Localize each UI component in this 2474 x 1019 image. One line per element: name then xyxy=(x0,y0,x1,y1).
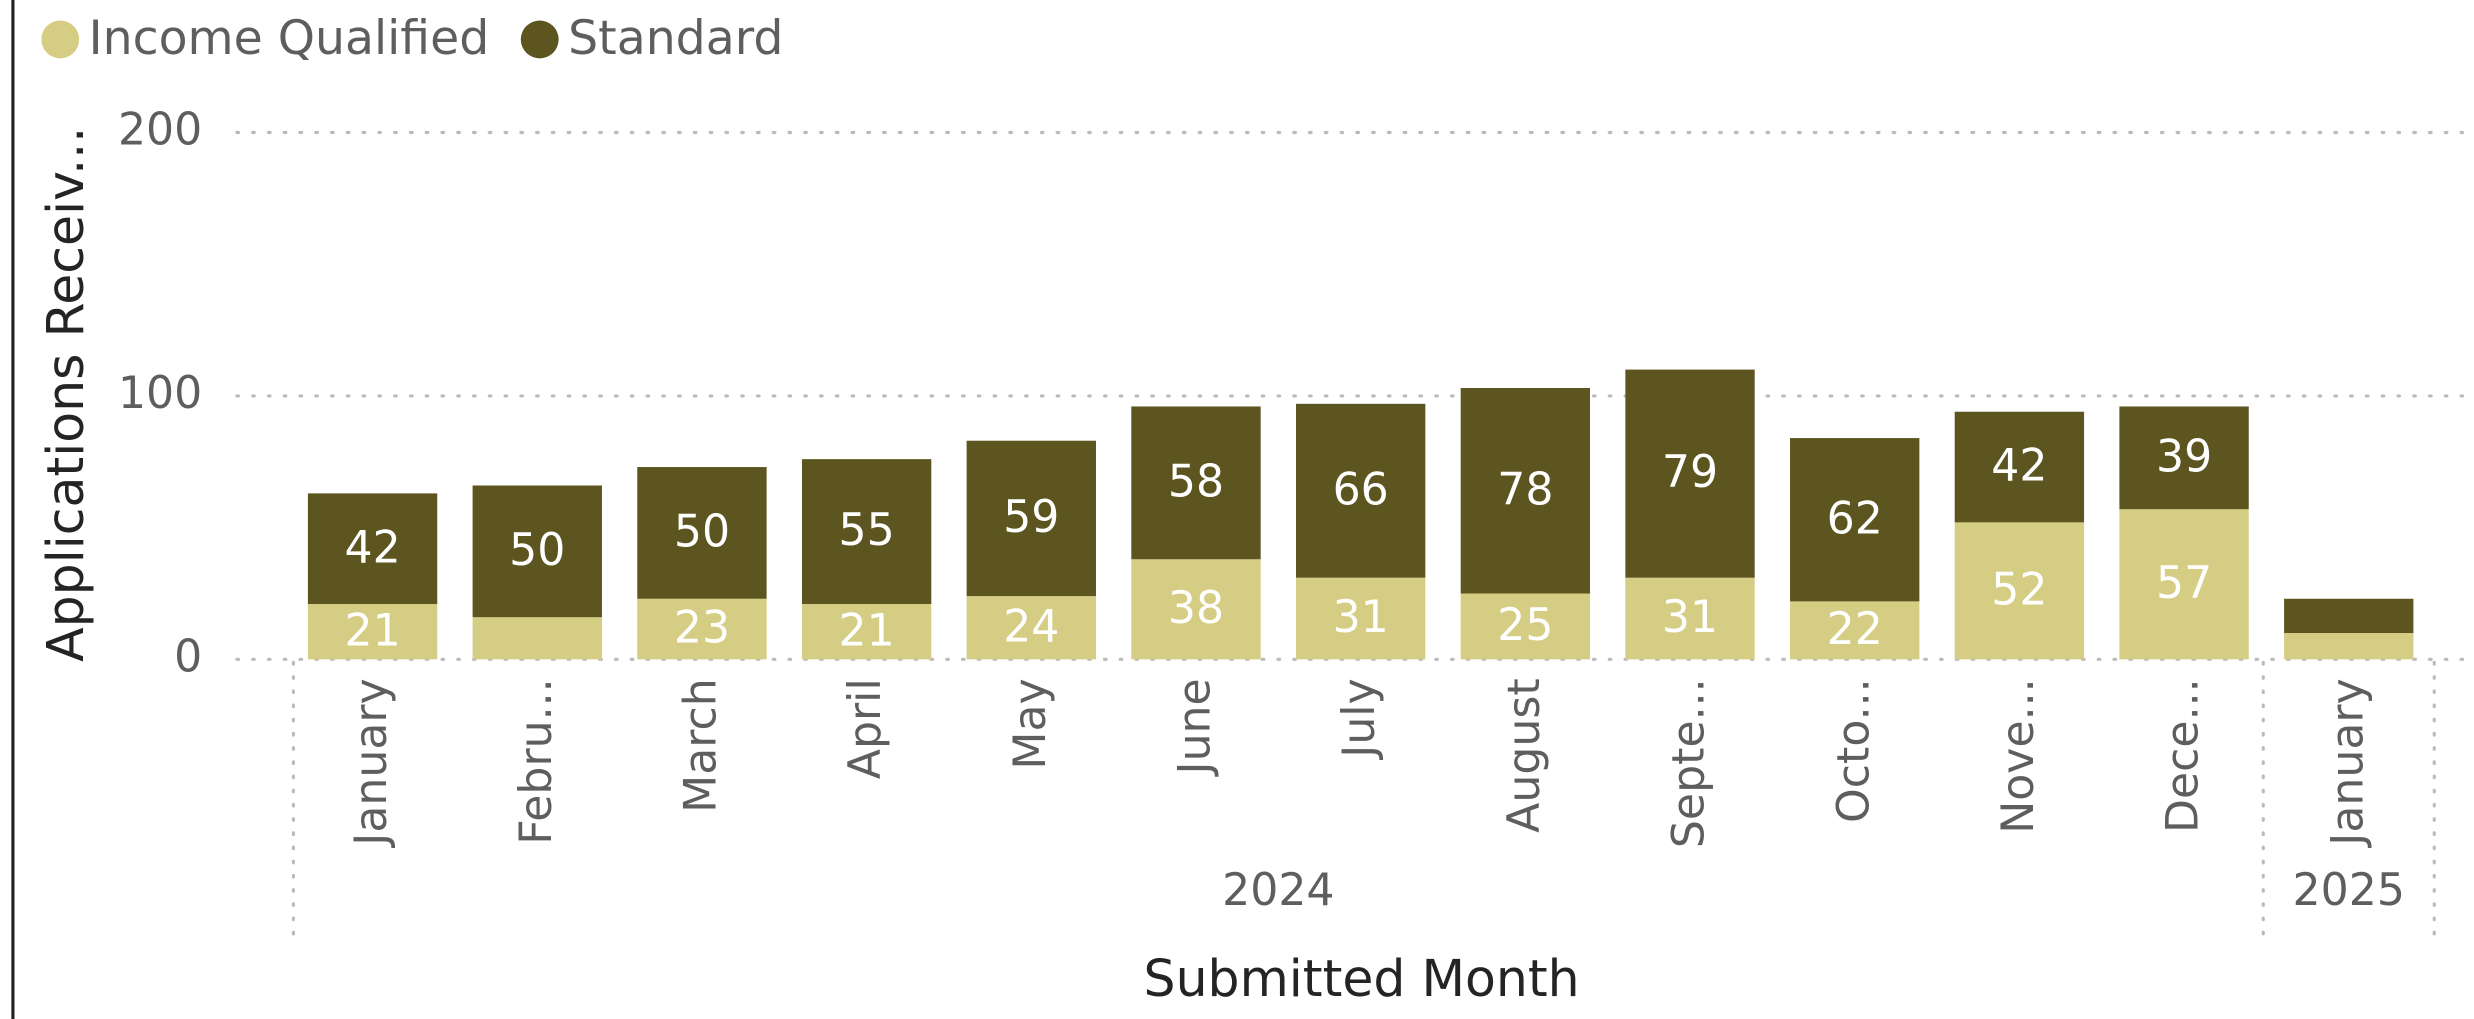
bar-segment xyxy=(966,596,1096,660)
x-tick-label: Dece... xyxy=(2158,678,2209,833)
bar-segment xyxy=(1954,411,2085,523)
legend-swatch xyxy=(41,20,80,59)
data-label: 24 xyxy=(1003,601,1059,652)
data-label: 31 xyxy=(1662,592,1718,643)
data-label: 31 xyxy=(1333,592,1389,643)
data-label: 58 xyxy=(1168,456,1224,507)
data-label: 23 xyxy=(674,603,730,654)
bar-segment xyxy=(1460,388,1591,594)
y-axis-title: Applications Receiv... xyxy=(36,127,95,662)
y-tick-label: 200 xyxy=(118,105,202,156)
bar-segment xyxy=(637,598,767,660)
bar-segment xyxy=(472,485,602,618)
data-label: 79 xyxy=(1662,447,1718,498)
x-axis-title: Submitted Month xyxy=(1144,949,1580,1008)
x-tick-label: January xyxy=(346,678,397,848)
data-label: 42 xyxy=(1991,441,2047,492)
data-label: 52 xyxy=(1991,564,2047,615)
bar-segment xyxy=(637,467,767,599)
bar-segment xyxy=(472,617,602,660)
bar-segment xyxy=(2284,633,2414,660)
x-tick-label: May xyxy=(1005,678,1056,769)
year-label: 2024 xyxy=(1222,865,1334,916)
x-tick-label: March xyxy=(676,678,727,813)
bar-segment xyxy=(1131,559,1261,660)
bar-segment xyxy=(2119,509,2249,660)
data-label: 38 xyxy=(1168,583,1224,634)
bar-segment xyxy=(2119,406,2249,510)
bar-segment xyxy=(801,604,932,660)
data-label: 42 xyxy=(344,522,400,573)
bar-segment xyxy=(1790,601,1920,660)
data-label: 22 xyxy=(1827,604,1883,655)
data-label: 21 xyxy=(839,605,895,656)
bar-segment xyxy=(307,604,438,660)
x-tick-label: August xyxy=(1499,678,1550,833)
bar-segment xyxy=(801,459,932,605)
legend-label: Income Qualified xyxy=(89,11,490,66)
bar-segment xyxy=(966,440,1096,597)
data-label: 57 xyxy=(2156,558,2212,609)
data-label: 25 xyxy=(1497,600,1553,651)
data-label: 59 xyxy=(1003,492,1059,543)
data-label: 62 xyxy=(1827,493,1883,544)
data-label: 66 xyxy=(1333,464,1389,515)
bar-segment xyxy=(1460,593,1591,660)
bar-segment xyxy=(1295,577,1426,660)
x-tick-label: Nove... xyxy=(1993,678,2044,833)
x-tick-label: Octo... xyxy=(1828,678,1879,823)
bar-segment xyxy=(1131,406,1261,560)
legend-swatch xyxy=(520,20,559,59)
x-tick-label: Septe... xyxy=(1664,678,1715,848)
y-tick-label: 0 xyxy=(174,631,202,682)
x-tick-label: July xyxy=(1334,678,1385,760)
x-tick-label: Febru... xyxy=(511,678,562,844)
bar-segment xyxy=(2284,598,2414,634)
y-tick-label: 100 xyxy=(118,368,202,419)
bar-segment xyxy=(1790,438,1920,602)
data-label: 39 xyxy=(2156,431,2212,482)
bar-segment xyxy=(307,493,438,605)
year-label: 2025 xyxy=(2293,865,2405,916)
bar-segment xyxy=(1954,522,2085,660)
legend-label: Standard xyxy=(568,11,783,66)
data-label: 50 xyxy=(509,525,565,576)
data-label: 21 xyxy=(344,605,400,656)
data-label: 78 xyxy=(1497,464,1553,515)
data-label: 55 xyxy=(839,505,895,556)
bar-segment xyxy=(1295,403,1426,578)
x-tick-label: April xyxy=(840,678,891,779)
x-tick-label: June xyxy=(1170,678,1221,777)
bar-segment xyxy=(1625,369,1755,578)
data-label: 50 xyxy=(674,506,730,557)
bar-segment xyxy=(1625,577,1755,660)
x-tick-label: January xyxy=(2322,678,2373,848)
